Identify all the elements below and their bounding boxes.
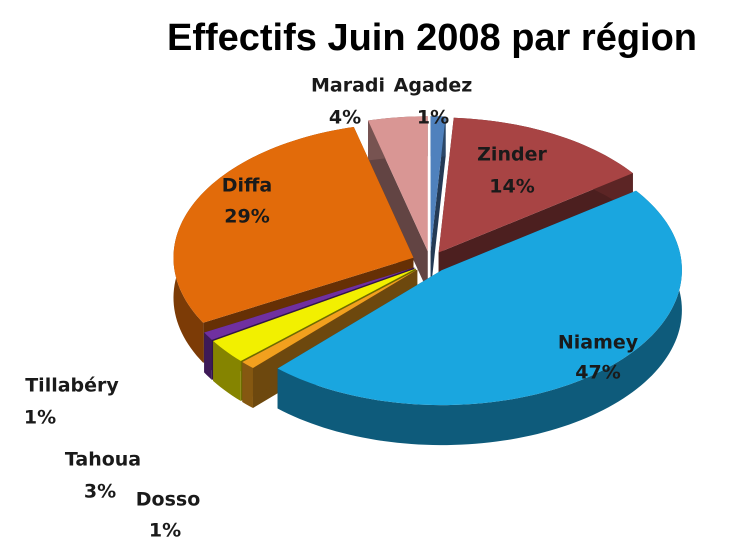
slice-value-label: 14% xyxy=(489,176,534,198)
slice-top xyxy=(438,117,633,253)
slice-name: Tahoua xyxy=(65,449,141,471)
slice-top xyxy=(368,116,428,252)
slice-top xyxy=(242,269,418,369)
slice-wall xyxy=(213,340,241,402)
slice-wall xyxy=(204,332,212,380)
slice-name: Dosso xyxy=(136,489,201,511)
slice-edge xyxy=(368,120,428,292)
slice-edge xyxy=(430,116,446,292)
chart-title: Effectifs Juin 2008 par région xyxy=(167,17,697,59)
slice-name: Zinder xyxy=(477,144,547,166)
slice-name: Diffa xyxy=(222,175,273,197)
slice-top xyxy=(213,268,416,362)
slice-value-label: 1% xyxy=(417,107,449,129)
slice-value-label: 3% xyxy=(84,481,116,503)
slice-wall xyxy=(277,190,682,446)
slice-value-label: 1% xyxy=(149,520,181,541)
slice-top xyxy=(277,190,682,406)
slice-name: Agadez xyxy=(394,75,473,97)
slice-top xyxy=(204,267,415,340)
slice-wall xyxy=(242,362,253,409)
slice-name: Maradi xyxy=(311,75,385,97)
slice xyxy=(277,190,682,446)
slice-top xyxy=(430,116,446,252)
slice-name: Niamey xyxy=(558,332,639,354)
slice-value-label: 4% xyxy=(329,107,361,129)
slice-value-label: 47% xyxy=(575,362,620,384)
slice-top xyxy=(173,126,414,323)
slice-name: Tillabéry xyxy=(25,375,119,397)
slice xyxy=(430,116,446,292)
slice-value-label: 29% xyxy=(224,206,269,228)
slice xyxy=(368,116,428,292)
slice-value-label: 1% xyxy=(24,407,56,429)
